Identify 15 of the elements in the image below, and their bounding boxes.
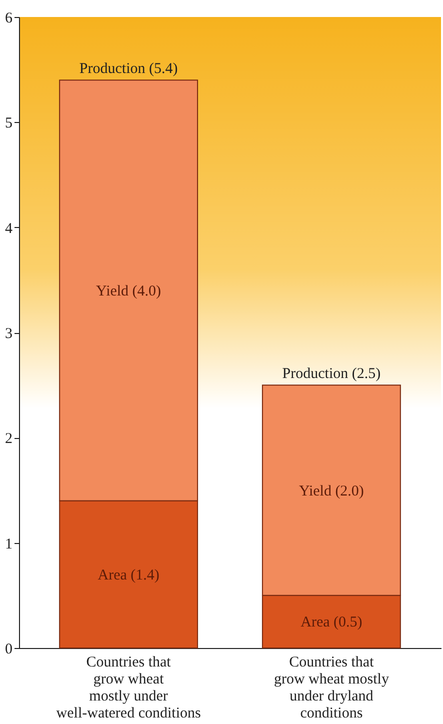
data-label: Area (0.5) <box>300 614 362 631</box>
total-label: Production (2.5) <box>282 366 381 382</box>
y-tick-label: 3 <box>5 326 12 342</box>
y-tick-label: 5 <box>5 116 12 132</box>
data-label: Yield (2.0) <box>298 483 364 500</box>
y-tick-label: 1 <box>5 536 12 552</box>
y-tick-label: 4 <box>5 220 13 237</box>
y-tick-label: 0 <box>5 642 12 658</box>
data-label: Yield (4.0) <box>96 283 162 300</box>
y-tick-label: 2 <box>5 431 12 448</box>
x-tick-label: Countries that grow wheat mostly under dryland conditions <box>274 654 390 722</box>
data-label: Area (1.4) <box>98 567 160 584</box>
total-label: Production (5.4) <box>79 61 178 78</box>
y-tick-label: 6 <box>5 10 13 26</box>
x-tick-label: Countries that grow wheat mostly under well-watered conditions <box>56 654 201 722</box>
